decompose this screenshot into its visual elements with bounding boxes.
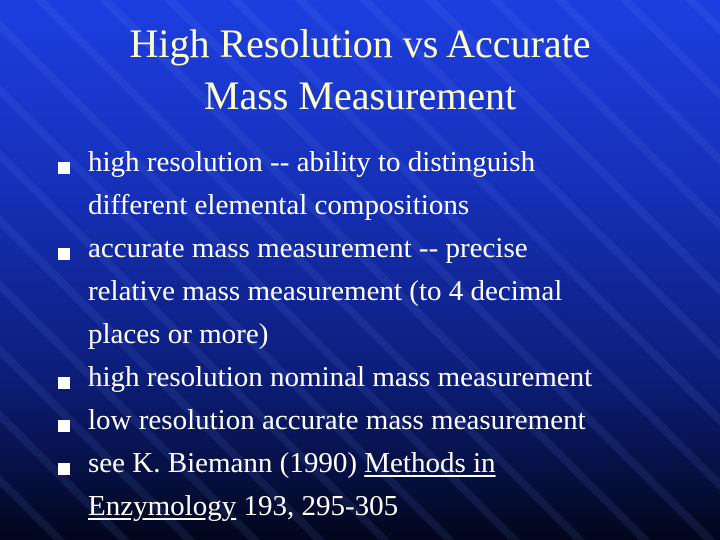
bullet-line: places or more) [88, 313, 268, 356]
bullet-text: relative mass measurement (to 4 decimal [88, 275, 563, 307]
bullet: high resolution nominal mass measurement [0, 361, 720, 405]
title-line: High Resolution vs Accurate [129, 21, 591, 66]
bullet-marker [58, 248, 70, 260]
citation-link: Enzymology [88, 490, 237, 522]
title-line: Mass Measurement [203, 73, 517, 118]
bullet-line: relative mass measurement (to 4 decimal [88, 270, 562, 313]
bullet-marker [58, 420, 70, 432]
bullet-marker [58, 162, 70, 174]
title: High Resolution vs Accurate Mass Measurem… [0, 18, 720, 122]
bullet-text: different elemental compositions [88, 189, 470, 221]
bullet-text: high resolution nominal mass measurement [88, 361, 593, 393]
citation-link: Methods in [364, 447, 496, 479]
bullet: high resolution -- ability to distinguis… [0, 146, 720, 233]
bullet-text: high resolution -- ability to distinguis… [88, 146, 536, 178]
bullet-text: low resolution accurate mass measurement [88, 404, 586, 436]
bullet-text: accurate mass measurement -- precise [88, 232, 528, 264]
bullet-line: see K. Biemann (1990) Methods in [88, 442, 496, 485]
bullet: accurate mass measurement -- precise rela… [0, 232, 720, 362]
bullet: see K. Biemann (1990) Methods in Enzymolo… [0, 447, 720, 534]
bullet-marker [58, 377, 70, 389]
bullet-line: Enzymology 193, 295-305 [88, 485, 398, 528]
bullet-line: different elemental compositions [88, 184, 469, 227]
bullet-line: accurate mass measurement -- precise [88, 227, 528, 270]
bullet-text: see K. Biemann (1990) [88, 447, 365, 479]
bullet-text: places or more) [88, 318, 269, 350]
bullet: low resolution accurate mass measurement [0, 404, 720, 448]
bullet-line: high resolution nominal mass measurement [88, 356, 592, 399]
bullet-text: 193, 295-305 [236, 490, 399, 522]
bullet-line: low resolution accurate mass measurement [88, 399, 586, 442]
bullet-marker [58, 463, 70, 475]
bullet-line: high resolution -- ability to distinguis… [88, 141, 535, 184]
